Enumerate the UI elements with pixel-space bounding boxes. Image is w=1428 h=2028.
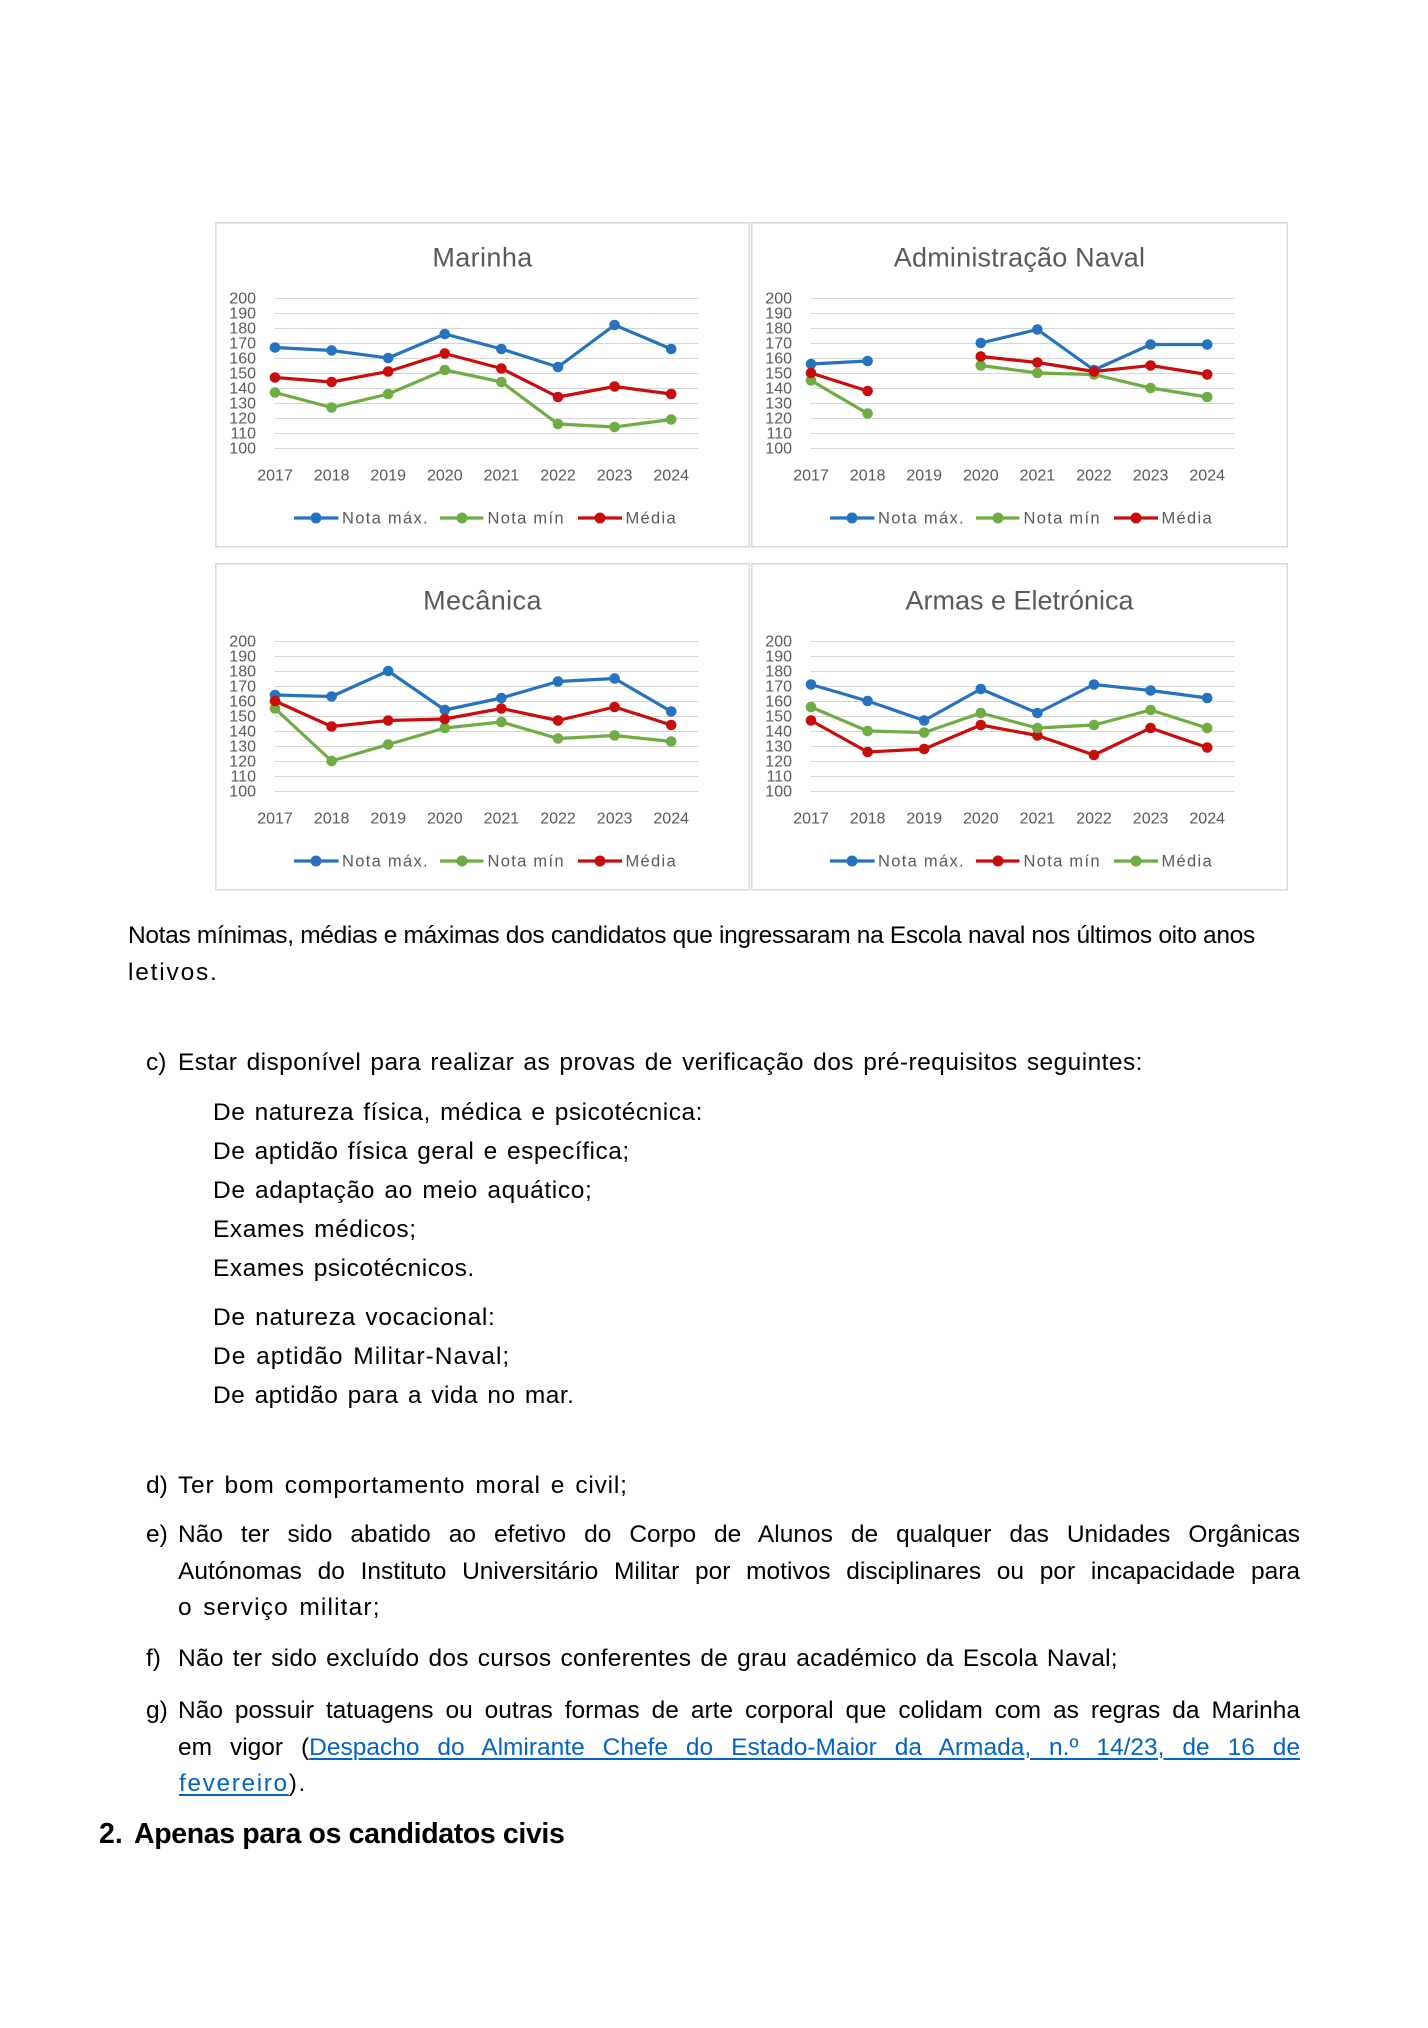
svg-text:2023: 2023 bbox=[597, 468, 633, 485]
svg-text:2023: 2023 bbox=[1133, 811, 1169, 828]
svg-text:150: 150 bbox=[229, 366, 256, 383]
svg-text:120: 120 bbox=[765, 411, 792, 428]
svg-text:2018: 2018 bbox=[314, 468, 350, 485]
svg-text:150: 150 bbox=[765, 366, 792, 383]
svg-text:140: 140 bbox=[765, 724, 792, 741]
svg-text:200: 200 bbox=[229, 634, 256, 651]
svg-text:130: 130 bbox=[765, 739, 792, 756]
svg-text:180: 180 bbox=[229, 321, 256, 338]
svg-text:Média: Média bbox=[626, 853, 677, 871]
svg-text:120: 120 bbox=[229, 754, 256, 771]
svg-text:200: 200 bbox=[229, 291, 256, 308]
svg-text:Armas e Eletrónica: Armas e Eletrónica bbox=[905, 586, 1134, 616]
svg-text:2018: 2018 bbox=[850, 468, 886, 485]
svg-text:140: 140 bbox=[765, 381, 792, 398]
svg-text:2020: 2020 bbox=[963, 468, 999, 485]
svg-text:100: 100 bbox=[229, 441, 256, 458]
svg-text:2019: 2019 bbox=[906, 811, 942, 828]
svg-text:2023: 2023 bbox=[1133, 468, 1169, 485]
svg-text:170: 170 bbox=[765, 336, 792, 353]
svg-text:140: 140 bbox=[229, 381, 256, 398]
svg-text:170: 170 bbox=[229, 679, 256, 696]
svg-text:200: 200 bbox=[765, 634, 792, 651]
svg-text:170: 170 bbox=[229, 336, 256, 353]
svg-text:130: 130 bbox=[229, 739, 256, 756]
svg-text:2019: 2019 bbox=[906, 468, 942, 485]
svg-text:Nota máx.: Nota máx. bbox=[878, 510, 965, 528]
svg-text:2021: 2021 bbox=[1020, 468, 1056, 485]
svg-text:2021: 2021 bbox=[484, 811, 520, 828]
svg-text:2024: 2024 bbox=[653, 468, 689, 485]
svg-text:200: 200 bbox=[765, 291, 792, 308]
svg-text:160: 160 bbox=[229, 351, 256, 368]
svg-text:150: 150 bbox=[229, 709, 256, 726]
svg-text:2019: 2019 bbox=[370, 811, 406, 828]
svg-text:Nota mín: Nota mín bbox=[1024, 853, 1101, 871]
svg-text:2022: 2022 bbox=[1076, 811, 1112, 828]
svg-text:150: 150 bbox=[765, 709, 792, 726]
svg-text:110: 110 bbox=[230, 426, 256, 443]
svg-text:Média: Média bbox=[1162, 853, 1213, 871]
svg-text:2023: 2023 bbox=[597, 811, 633, 828]
svg-text:120: 120 bbox=[765, 754, 792, 771]
svg-text:120: 120 bbox=[229, 411, 256, 428]
svg-text:2020: 2020 bbox=[963, 811, 999, 828]
svg-text:Administração Naval: Administração Naval bbox=[894, 243, 1145, 273]
svg-text:100: 100 bbox=[765, 784, 792, 801]
svg-text:180: 180 bbox=[765, 321, 792, 338]
svg-text:160: 160 bbox=[765, 694, 792, 711]
svg-text:130: 130 bbox=[765, 396, 792, 413]
svg-text:2024: 2024 bbox=[1189, 468, 1225, 485]
svg-text:180: 180 bbox=[765, 664, 792, 681]
svg-text:Média: Média bbox=[626, 510, 677, 528]
svg-text:190: 190 bbox=[765, 306, 792, 323]
svg-text:2024: 2024 bbox=[1189, 811, 1225, 828]
svg-text:Nota máx.: Nota máx. bbox=[342, 853, 429, 871]
svg-text:110: 110 bbox=[766, 769, 792, 786]
svg-text:2018: 2018 bbox=[850, 811, 886, 828]
svg-text:Mecânica: Mecânica bbox=[423, 586, 542, 616]
svg-text:2022: 2022 bbox=[540, 468, 576, 485]
svg-text:2017: 2017 bbox=[257, 468, 293, 485]
svg-text:2022: 2022 bbox=[1076, 468, 1112, 485]
svg-text:2020: 2020 bbox=[427, 811, 463, 828]
svg-text:2017: 2017 bbox=[793, 811, 829, 828]
svg-text:110: 110 bbox=[766, 426, 792, 443]
svg-text:180: 180 bbox=[229, 664, 256, 681]
svg-text:Marinha: Marinha bbox=[432, 243, 533, 273]
svg-text:190: 190 bbox=[229, 649, 256, 666]
svg-text:2020: 2020 bbox=[427, 468, 463, 485]
svg-text:160: 160 bbox=[765, 351, 792, 368]
svg-text:Nota mín: Nota mín bbox=[1024, 510, 1101, 528]
svg-text:Média: Média bbox=[1162, 510, 1213, 528]
svg-text:2021: 2021 bbox=[484, 468, 520, 485]
svg-text:2019: 2019 bbox=[370, 468, 406, 485]
svg-text:100: 100 bbox=[765, 441, 792, 458]
svg-text:140: 140 bbox=[229, 724, 256, 741]
svg-text:2017: 2017 bbox=[793, 468, 829, 485]
svg-text:100: 100 bbox=[229, 784, 256, 801]
svg-text:130: 130 bbox=[229, 396, 256, 413]
svg-text:2018: 2018 bbox=[314, 811, 350, 828]
svg-text:Nota mín: Nota mín bbox=[488, 510, 565, 528]
svg-text:2024: 2024 bbox=[653, 811, 689, 828]
svg-text:2017: 2017 bbox=[257, 811, 293, 828]
svg-text:Nota máx.: Nota máx. bbox=[342, 510, 429, 528]
svg-text:Nota máx.: Nota máx. bbox=[878, 853, 965, 871]
svg-text:160: 160 bbox=[229, 694, 256, 711]
svg-text:170: 170 bbox=[765, 679, 792, 696]
svg-text:2021: 2021 bbox=[1020, 811, 1056, 828]
svg-text:110: 110 bbox=[230, 769, 256, 786]
svg-text:190: 190 bbox=[765, 649, 792, 666]
svg-text:190: 190 bbox=[229, 306, 256, 323]
svg-text:Nota mín: Nota mín bbox=[488, 853, 565, 871]
svg-text:2022: 2022 bbox=[540, 811, 576, 828]
